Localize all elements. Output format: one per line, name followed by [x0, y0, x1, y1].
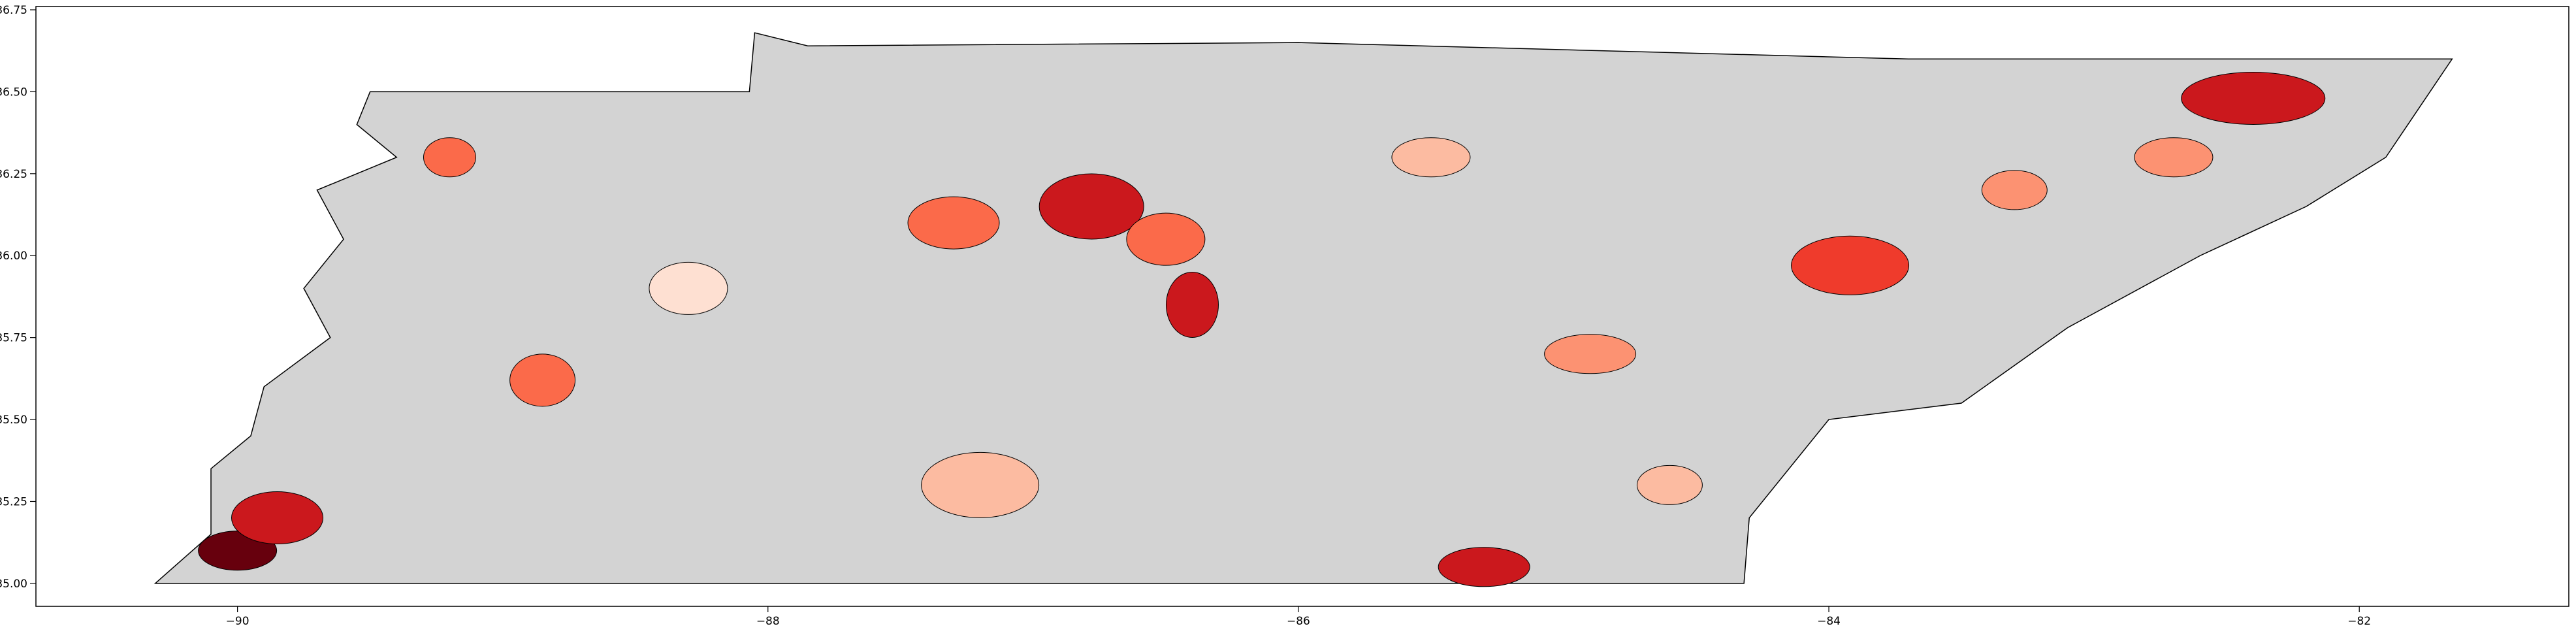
x-tick-label: −88 — [756, 615, 780, 628]
y-tick-label: 35.00 — [0, 578, 27, 591]
y-tick-label: 35.50 — [0, 414, 27, 427]
region — [1791, 235, 1910, 295]
x-tick-label: −86 — [1287, 615, 1310, 628]
y-tick-label: 36.50 — [0, 86, 27, 99]
region — [509, 353, 576, 407]
region — [231, 491, 324, 545]
region — [907, 196, 1000, 250]
regions — [153, 32, 2453, 587]
region — [423, 137, 476, 178]
y-tick-label: 36.00 — [0, 250, 27, 263]
state-outline — [153, 32, 2453, 584]
region — [2134, 137, 2214, 178]
region — [1165, 271, 1219, 338]
region — [1636, 465, 1703, 505]
y-tick-label: 36.25 — [0, 168, 27, 181]
region — [1391, 137, 1471, 178]
region — [1126, 212, 1206, 266]
x-tick-label: −84 — [1817, 615, 1841, 628]
region — [1438, 547, 1530, 587]
region — [1038, 173, 1144, 240]
region — [921, 451, 1040, 518]
region — [2181, 71, 2326, 125]
x-tick-label: −90 — [226, 615, 250, 628]
y-tick-label: 35.25 — [0, 495, 27, 508]
region — [1981, 170, 2048, 210]
axes-frame — [35, 6, 2569, 607]
x-tick-label: −82 — [2347, 615, 2371, 628]
y-tick-label: 36.75 — [0, 4, 27, 17]
y-tick-label: 35.75 — [0, 332, 27, 345]
region — [649, 261, 728, 315]
region — [1544, 334, 1637, 374]
